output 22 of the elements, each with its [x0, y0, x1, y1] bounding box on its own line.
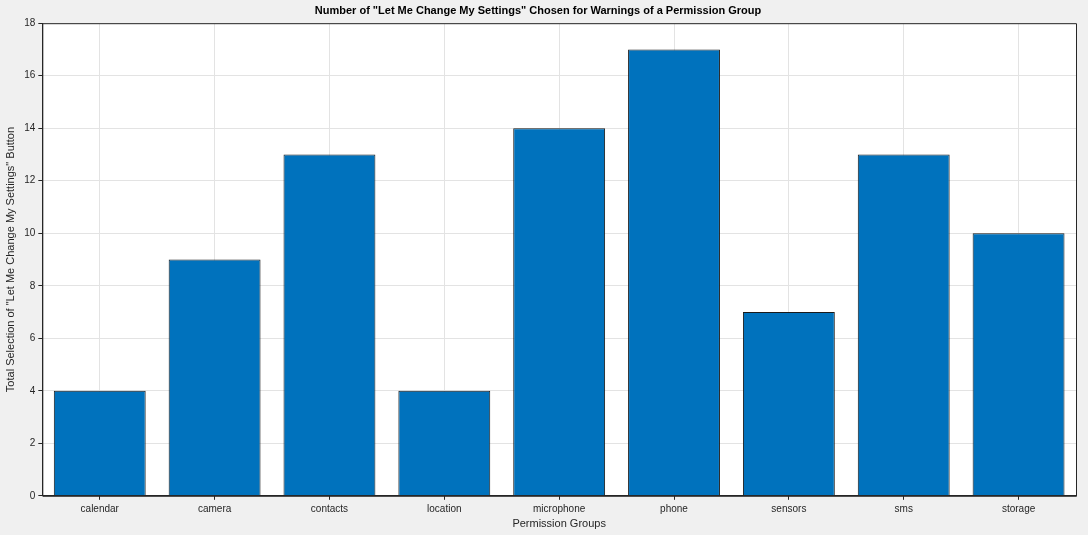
y-tick-label: 8: [29, 279, 36, 291]
x-axis-title: Permission Groups: [512, 517, 607, 530]
x-tick-label: calendar: [80, 502, 120, 514]
y-tick-label: 16: [24, 69, 36, 81]
y-tick-label: 14: [24, 121, 36, 133]
x-tick-label: storage: [1001, 502, 1036, 514]
x-tick-label: sensors: [771, 502, 807, 514]
y-tick-label: 12: [24, 174, 36, 186]
x-tick-label: microphone: [533, 502, 586, 514]
x-tick-label: sms: [894, 502, 913, 514]
y-tick-label: 0: [29, 489, 36, 501]
x-tick-label: phone: [660, 502, 689, 514]
chart-title: Number of "Let Me Change My Settings" Chosen for Warnings of a Permission Group: [314, 3, 762, 16]
x-tick-label: contacts: [310, 502, 349, 514]
y-tick-label: 2: [29, 437, 36, 449]
y-tick-label: 10: [24, 226, 36, 238]
x-tick-label: camera: [197, 502, 232, 514]
y-tick-label: 4: [29, 384, 36, 396]
x-tick-label: location: [427, 502, 462, 514]
y-tick-label: 6: [29, 332, 36, 344]
y-tick-label: 18: [24, 16, 36, 28]
y-axis-title: Total Selection of "Let Me Change My Settings" Button: [3, 126, 16, 393]
